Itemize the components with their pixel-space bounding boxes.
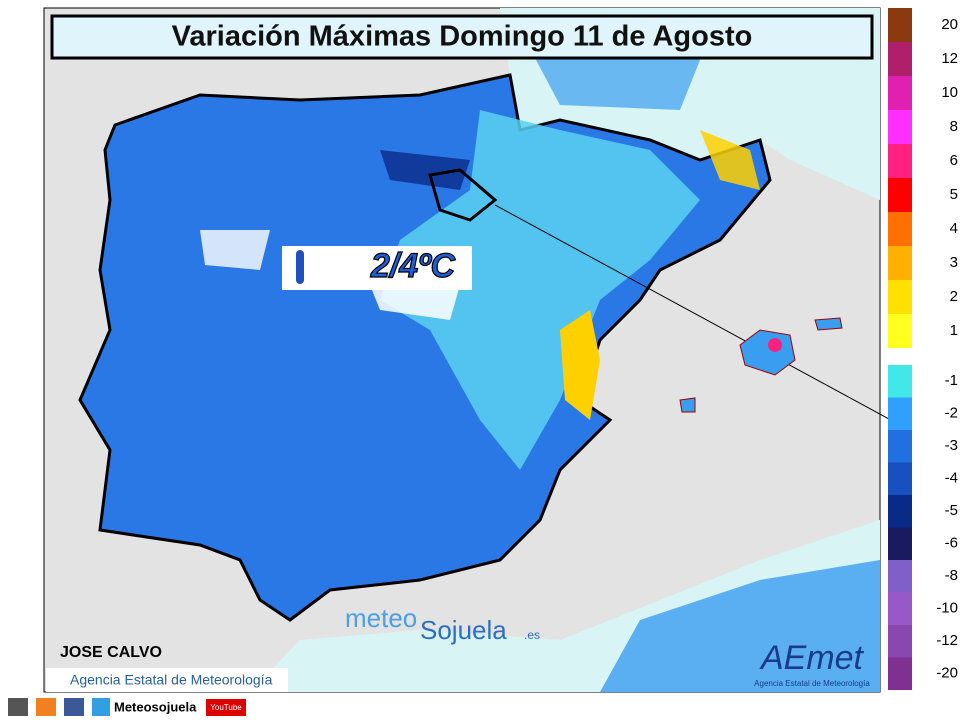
mallorca-warm bbox=[768, 338, 782, 352]
legend-label: -10 bbox=[936, 600, 958, 617]
legend-swatch bbox=[888, 8, 912, 42]
legend-label: 10 bbox=[941, 84, 958, 101]
footer-video: YouTube bbox=[210, 703, 242, 712]
africa-cool bbox=[600, 560, 880, 692]
east-cool bbox=[380, 110, 700, 470]
logo-subtitle: Agencia Estatal de Meteorología bbox=[754, 679, 870, 688]
legend-label: -4 bbox=[945, 470, 958, 487]
youtube-icon bbox=[206, 699, 246, 716]
author: JOSE CALVO bbox=[60, 644, 162, 661]
menorca bbox=[814, 317, 843, 331]
watermark-part1: meteo bbox=[345, 603, 417, 633]
legend-swatch bbox=[888, 246, 912, 280]
legend-label: -6 bbox=[945, 535, 958, 552]
watermark-part2: Sojuela bbox=[420, 615, 507, 645]
pointer-line bbox=[494, 204, 901, 426]
legend-label: 8 bbox=[950, 118, 958, 135]
legend-swatch bbox=[888, 397, 912, 430]
legend-label: -3 bbox=[945, 437, 958, 454]
facebook-icon bbox=[64, 698, 84, 716]
mallorca bbox=[739, 329, 796, 376]
legend: 20 12 10 8 6 5 4 3 2 1 -1 -2 -3 -4 -5 -6 -8 -10 -12 -20 bbox=[888, 8, 958, 690]
legend-swatch bbox=[888, 365, 912, 398]
legend-swatch bbox=[888, 592, 912, 625]
annotation-box bbox=[282, 246, 472, 290]
legend-swatch bbox=[888, 430, 912, 463]
title: Variación Máximas Domingo 11 de Agosto bbox=[172, 21, 753, 53]
legend-swatch bbox=[888, 178, 912, 212]
legend-label: 5 bbox=[950, 186, 958, 203]
north-cold bbox=[380, 150, 470, 190]
ne-warm bbox=[700, 130, 760, 190]
legend-label: 2 bbox=[950, 288, 958, 305]
watermark-suffix: .es bbox=[524, 628, 540, 642]
legend-swatch bbox=[888, 280, 912, 314]
legend-label: -12 bbox=[936, 632, 958, 649]
legend-swatch bbox=[888, 657, 912, 690]
credit-box bbox=[46, 668, 288, 692]
legend-label: 3 bbox=[950, 254, 958, 271]
legend-label: -2 bbox=[945, 405, 958, 422]
legend-swatch bbox=[888, 462, 912, 495]
legend-label: -20 bbox=[936, 665, 958, 682]
legend-swatch bbox=[888, 76, 912, 110]
camera-icon bbox=[8, 698, 28, 716]
title-box bbox=[50, 14, 874, 60]
legend-swatch bbox=[888, 110, 912, 144]
legend-swatch bbox=[888, 625, 912, 658]
legend-label: 6 bbox=[950, 152, 958, 169]
east-warm bbox=[560, 310, 600, 420]
legend-swatch bbox=[888, 495, 912, 528]
legend-swatch bbox=[888, 560, 912, 593]
thermometer-icon bbox=[296, 250, 304, 284]
legend-swatch bbox=[888, 144, 912, 178]
blogger-icon bbox=[36, 698, 56, 716]
annotation: 2/4ºC bbox=[370, 247, 456, 285]
legend-label: -5 bbox=[945, 502, 958, 519]
footer-site: Meteosojuela bbox=[114, 699, 197, 714]
legend-label: -1 bbox=[945, 372, 958, 389]
legend-label: 4 bbox=[950, 220, 958, 237]
logo: AEmet bbox=[759, 639, 865, 677]
credit: Agencia Estatal de Meteorología bbox=[70, 672, 273, 688]
legend-swatch bbox=[888, 527, 912, 560]
twitter-icon bbox=[92, 698, 110, 716]
ibiza bbox=[679, 397, 696, 413]
legend-swatch bbox=[888, 314, 912, 348]
legend-swatch bbox=[888, 42, 912, 76]
legend-label: 1 bbox=[950, 322, 958, 339]
legend-swatch bbox=[888, 212, 912, 246]
legend-label: 12 bbox=[941, 50, 958, 67]
legend-label: 20 bbox=[941, 16, 958, 33]
legend-label: -8 bbox=[945, 567, 958, 584]
la-rioja bbox=[428, 168, 498, 222]
west-mild bbox=[200, 230, 270, 270]
